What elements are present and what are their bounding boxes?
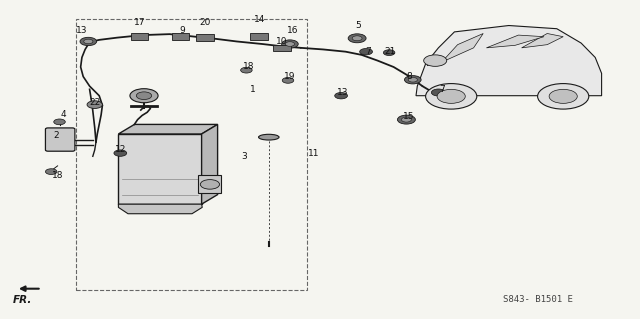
Text: 12: 12 xyxy=(115,145,126,154)
Polygon shape xyxy=(522,33,563,48)
Text: 18: 18 xyxy=(52,171,63,180)
Circle shape xyxy=(549,89,577,103)
FancyBboxPatch shape xyxy=(131,33,148,40)
Polygon shape xyxy=(118,124,218,134)
FancyBboxPatch shape xyxy=(45,128,75,151)
Circle shape xyxy=(200,180,220,189)
FancyBboxPatch shape xyxy=(250,33,268,40)
Circle shape xyxy=(45,169,57,174)
Circle shape xyxy=(241,67,252,73)
Circle shape xyxy=(401,117,412,122)
Text: 13: 13 xyxy=(337,88,348,97)
Polygon shape xyxy=(416,26,602,96)
Circle shape xyxy=(136,92,152,100)
Text: S843- B1501 E: S843- B1501 E xyxy=(502,295,573,304)
Text: 3: 3 xyxy=(242,152,247,161)
FancyBboxPatch shape xyxy=(196,34,214,41)
Text: 14: 14 xyxy=(253,15,265,24)
Text: FR.: FR. xyxy=(13,295,32,305)
Ellipse shape xyxy=(259,134,279,140)
Text: 5: 5 xyxy=(356,21,361,30)
Circle shape xyxy=(352,36,362,41)
Text: 10: 10 xyxy=(276,37,287,46)
Circle shape xyxy=(130,89,158,103)
Text: 19: 19 xyxy=(284,72,296,81)
Circle shape xyxy=(335,93,348,99)
Circle shape xyxy=(282,40,298,48)
Polygon shape xyxy=(198,175,221,193)
Text: 9: 9 xyxy=(180,26,185,35)
FancyBboxPatch shape xyxy=(273,45,291,51)
Circle shape xyxy=(84,39,93,44)
Circle shape xyxy=(431,89,445,96)
Text: 7: 7 xyxy=(439,85,444,94)
Text: 4: 4 xyxy=(61,110,66,119)
Text: 21: 21 xyxy=(385,47,396,56)
Circle shape xyxy=(282,78,294,83)
Circle shape xyxy=(54,119,65,125)
Circle shape xyxy=(80,37,97,46)
Polygon shape xyxy=(118,134,202,204)
Text: 20: 20 xyxy=(199,18,211,27)
Text: 22: 22 xyxy=(89,98,100,107)
Text: 17: 17 xyxy=(134,18,145,27)
Circle shape xyxy=(114,150,127,156)
Circle shape xyxy=(408,78,417,82)
Circle shape xyxy=(397,115,415,124)
Circle shape xyxy=(538,84,589,109)
Circle shape xyxy=(87,101,102,108)
Text: 18: 18 xyxy=(243,63,254,71)
Text: 7: 7 xyxy=(365,47,371,56)
Text: 11: 11 xyxy=(308,149,319,158)
FancyBboxPatch shape xyxy=(172,33,189,40)
Circle shape xyxy=(348,34,366,43)
Circle shape xyxy=(426,84,477,109)
Circle shape xyxy=(383,50,395,56)
Text: 13: 13 xyxy=(76,26,88,35)
Circle shape xyxy=(424,55,447,66)
Text: 15: 15 xyxy=(403,112,414,121)
Text: 2: 2 xyxy=(53,131,58,140)
Polygon shape xyxy=(442,33,483,62)
Polygon shape xyxy=(202,124,218,204)
Polygon shape xyxy=(118,204,202,214)
Text: 1: 1 xyxy=(250,85,255,94)
Circle shape xyxy=(285,42,294,46)
Circle shape xyxy=(404,76,421,84)
Circle shape xyxy=(437,89,465,103)
Text: 16: 16 xyxy=(287,26,298,35)
Bar xyxy=(76,19,307,290)
Circle shape xyxy=(360,48,372,55)
Text: 8: 8 xyxy=(407,72,412,81)
Polygon shape xyxy=(486,35,544,48)
